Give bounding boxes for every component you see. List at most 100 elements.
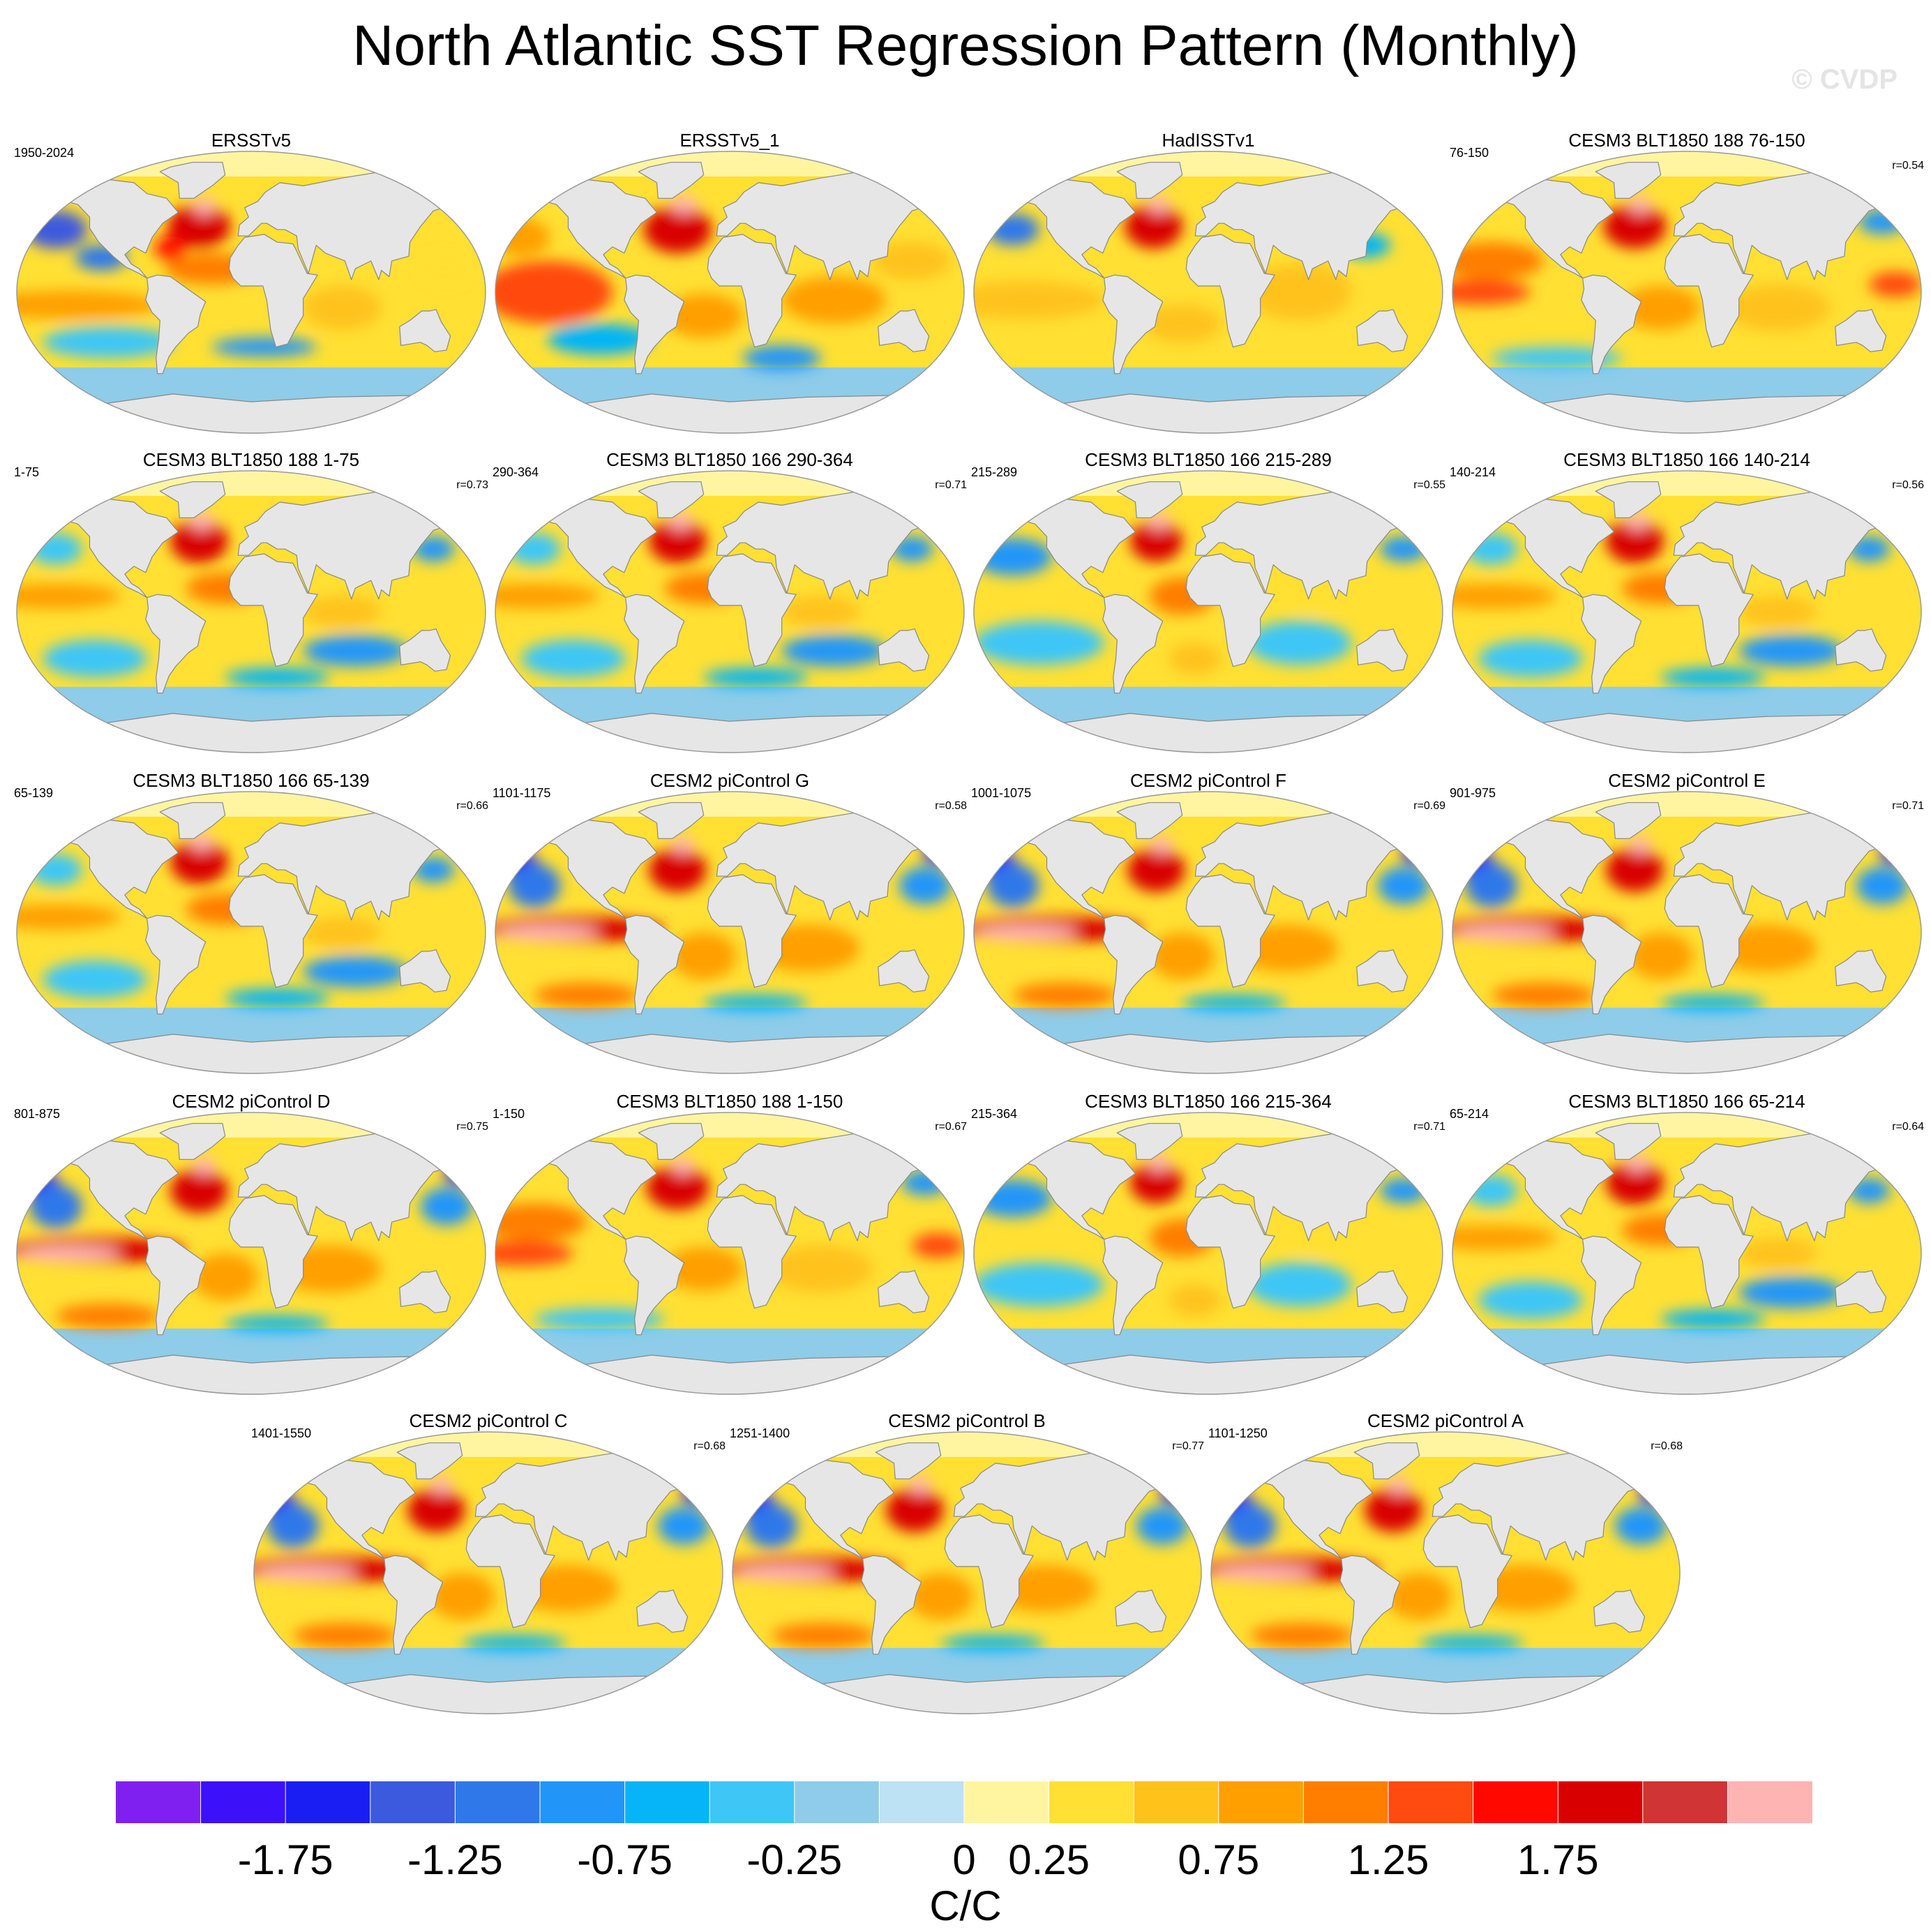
land-africa: [1664, 234, 1754, 348]
sst-anomaly-region: [29, 854, 82, 886]
map-outline: [973, 470, 1443, 753]
sst-anomaly-region: [745, 1504, 798, 1548]
sst-anomaly-region: [1136, 1507, 1189, 1545]
sst-anomaly-region: [29, 1184, 82, 1229]
sst-anomaly-region: [1452, 924, 1557, 941]
land-north-america: [31, 179, 179, 279]
sst-anomaly-region: [420, 1187, 473, 1225]
sst-anomaly-region: [154, 236, 186, 262]
land-africa: [228, 874, 318, 988]
land-africa: [707, 553, 797, 667]
panel-correlation: r=0.71: [1413, 1121, 1445, 1133]
sst-anomaly-region: [1869, 271, 1921, 297]
land-greenland: [1116, 802, 1183, 839]
sst-anomaly-region: [521, 640, 626, 678]
land-south-america: [145, 594, 206, 694]
sst-anomaly-region: [495, 1241, 573, 1266]
arctic-band: [1452, 1112, 1921, 1138]
map-outline: [495, 470, 965, 753]
land-eurasia: [716, 1132, 964, 1242]
sst-anomaly-region: [420, 252, 473, 285]
map-panel: ERSSTv5_1: [493, 130, 967, 435]
sst-anomaly-region: [664, 294, 743, 338]
sst-map: [253, 1431, 723, 1714]
sst-anomaly-region: [303, 956, 407, 988]
land-south-america: [145, 914, 206, 1015]
sst-anomaly-region: [43, 326, 173, 359]
sst-anomaly-region: [681, 1485, 713, 1504]
sst-anomaly-region: [1224, 1504, 1277, 1548]
sst-anomaly-region: [1629, 195, 1651, 214]
panel-period: 1101-1175: [493, 786, 551, 800]
anomaly-field: [17, 1156, 476, 1332]
arctic-band: [495, 1112, 964, 1138]
anomaly-field: [974, 195, 1391, 342]
colorbar-swatch: [1049, 1781, 1134, 1823]
panel-correlation: r=0.73: [456, 479, 488, 491]
sst-anomaly-region: [1738, 596, 1817, 628]
sst-anomaly-region: [430, 1573, 495, 1620]
sst-anomaly-region: [508, 533, 561, 565]
sst-anomaly-region: [940, 1635, 1045, 1652]
sst-anomaly-region: [1130, 1162, 1182, 1204]
land-greenland: [396, 1442, 463, 1479]
map-panel: CESM2 piControl F 1001-1075 r=0.69: [971, 770, 1445, 1076]
sst-anomaly-region: [1603, 204, 1667, 249]
sst-anomaly-region: [1159, 1485, 1192, 1504]
land-africa: [1185, 874, 1275, 988]
land-north-america: [1467, 819, 1615, 919]
sst-anomaly-region: [1247, 264, 1352, 321]
map-outline: [1452, 1112, 1922, 1395]
colorbar-swatch: [370, 1781, 456, 1823]
land-greenland: [159, 1123, 226, 1160]
panel-title: ERSSTv5: [211, 130, 292, 151]
land-south-america: [145, 1235, 206, 1336]
arctic-band: [17, 792, 486, 817]
colorbar-tick-label: -1.75: [237, 1836, 333, 1883]
map-panel: CESM3 BLT1850 166 65-214 65-214 r=0.64: [1450, 1091, 1924, 1396]
land-greenland: [1595, 162, 1662, 199]
land-eurasia: [1673, 1132, 1921, 1242]
sst-anomaly-region: [1169, 1284, 1222, 1316]
sst-anomaly-region: [225, 1315, 329, 1332]
land-greenland: [1595, 802, 1662, 839]
sst-anomaly-region: [170, 1168, 228, 1213]
arctic-band: [974, 1112, 1443, 1138]
land-north-america: [989, 498, 1136, 598]
sst-map: [973, 470, 1443, 753]
land-north-america: [510, 819, 658, 919]
sst-anomaly-region: [1465, 533, 1518, 565]
anomaly-field: [732, 1475, 1192, 1652]
sst-anomaly-region: [1738, 635, 1843, 667]
arctic-band: [17, 1112, 486, 1138]
land-africa: [1664, 874, 1754, 988]
arctic-band: [17, 471, 486, 496]
land-africa: [1185, 553, 1275, 667]
arctic-band: [1452, 792, 1921, 817]
sst-map: [16, 470, 486, 753]
sst-anomaly-region: [646, 1165, 709, 1210]
land-north-america: [31, 1140, 179, 1240]
sst-anomaly-region: [1452, 242, 1544, 280]
figure-title: North Atlantic SST Regression Pattern (M…: [352, 14, 1579, 77]
sst-anomaly-region: [672, 1156, 693, 1175]
land-eurasia: [716, 171, 964, 280]
panel-correlation: r=0.75: [456, 1121, 488, 1133]
sst-anomaly-region: [508, 863, 561, 908]
sst-map: [495, 791, 965, 1074]
arctic-band: [974, 151, 1443, 176]
sst-anomaly-region: [1380, 536, 1427, 562]
land-south-america: [1581, 1235, 1642, 1336]
map-outline: [495, 151, 965, 434]
map-outline: [1452, 791, 1922, 1074]
land-north-america: [1467, 1140, 1615, 1240]
sst-anomaly-region: [1182, 995, 1286, 1011]
anomaly-field: [974, 835, 1433, 1011]
colorbar-tick-label: 0.75: [1178, 1836, 1260, 1883]
sst-anomaly-region: [1250, 1622, 1355, 1648]
land-eurasia: [237, 811, 486, 921]
panel-period: 1-150: [493, 1107, 525, 1121]
sst-anomaly-region: [922, 845, 954, 864]
land-greenland: [1353, 1442, 1420, 1479]
sst-anomaly-region: [732, 1564, 837, 1581]
